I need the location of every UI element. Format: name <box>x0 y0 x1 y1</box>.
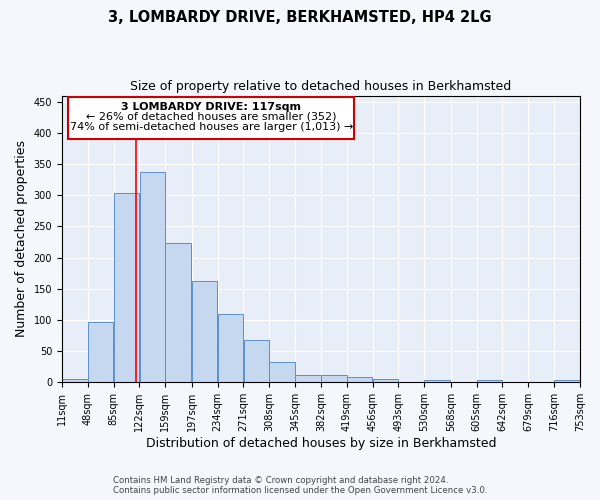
Text: Contains HM Land Registry data © Crown copyright and database right 2024.
Contai: Contains HM Land Registry data © Crown c… <box>113 476 487 495</box>
Bar <box>114 194 139 382</box>
Bar <box>269 362 295 382</box>
Bar <box>477 380 502 382</box>
Bar <box>347 378 373 382</box>
Y-axis label: Number of detached properties: Number of detached properties <box>15 140 28 338</box>
Bar <box>192 280 217 382</box>
Bar <box>373 379 398 382</box>
Text: 3 LOMBARDY DRIVE: 117sqm: 3 LOMBARDY DRIVE: 117sqm <box>121 102 301 112</box>
Bar <box>140 172 165 382</box>
Bar <box>166 242 191 382</box>
Bar <box>554 380 580 382</box>
Text: 3, LOMBARDY DRIVE, BERKHAMSTED, HP4 2LG: 3, LOMBARDY DRIVE, BERKHAMSTED, HP4 2LG <box>108 10 492 25</box>
Bar <box>218 314 243 382</box>
Bar <box>424 380 450 382</box>
X-axis label: Distribution of detached houses by size in Berkhamsted: Distribution of detached houses by size … <box>146 437 496 450</box>
Bar <box>295 375 321 382</box>
Bar <box>62 379 88 382</box>
Bar <box>244 340 269 382</box>
Title: Size of property relative to detached houses in Berkhamsted: Size of property relative to detached ho… <box>130 80 512 93</box>
Text: ← 26% of detached houses are smaller (352): ← 26% of detached houses are smaller (35… <box>86 112 337 122</box>
Bar <box>88 322 113 382</box>
Text: 74% of semi-detached houses are larger (1,013) →: 74% of semi-detached houses are larger (… <box>70 122 353 132</box>
FancyBboxPatch shape <box>68 97 355 139</box>
Bar <box>321 376 347 382</box>
